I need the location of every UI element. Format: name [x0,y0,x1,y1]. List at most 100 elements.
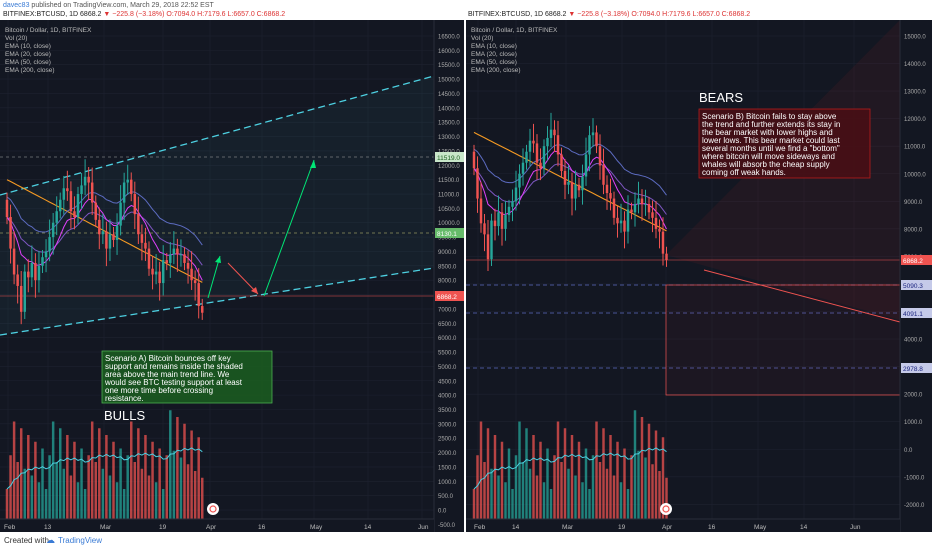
left-breakout-arrow[interactable] [263,159,315,297]
left-price-axis[interactable] [434,20,464,532]
candle-body[interactable] [591,132,595,136]
candle-body[interactable] [595,132,598,147]
left-chart-pane[interactable]: Scenario A) Bitcoin bounces off key supp… [0,20,464,532]
candle-body[interactable] [144,242,147,249]
candle-body[interactable] [62,188,66,200]
left-resistance-trendline[interactable] [0,75,435,196]
candle-body[interactable] [602,165,605,185]
candle-body[interactable] [126,179,129,183]
candle-body[interactable] [37,265,41,281]
candle-body[interactable] [158,271,161,284]
candle-body[interactable] [490,220,493,260]
candle-body[interactable] [525,151,528,163]
candle-body[interactable] [190,268,193,281]
candle-body[interactable] [34,262,37,281]
candle-body[interactable] [553,129,556,136]
candle-body[interactable] [66,188,69,192]
publisher-name[interactable]: davec83 [3,2,30,9]
candle-body[interactable] [637,198,640,205]
candle-body[interactable] [518,173,521,188]
candle-body[interactable] [588,135,591,155]
candle-body[interactable] [41,257,44,266]
left-scenario-box[interactable]: Scenario A) Bitcoin bounces off key supp… [101,350,273,404]
candle-body[interactable] [570,182,574,199]
candle-body[interactable] [623,220,626,232]
candle-body[interactable] [55,211,58,223]
candle-body[interactable] [612,198,616,218]
candle-body[interactable] [577,184,581,191]
candle-body[interactable] [476,168,479,199]
candle-body[interactable] [654,217,658,229]
candle-body[interactable] [172,248,176,255]
candle-body[interactable] [605,184,609,194]
candle-body[interactable] [651,212,654,218]
left-bounce-arrow[interactable] [207,255,221,299]
candle-body[interactable] [574,184,577,199]
candle-body[interactable] [504,215,507,229]
candle-body[interactable] [201,306,204,313]
candle-body[interactable] [500,212,504,229]
candle-body[interactable] [5,199,9,217]
candle-body[interactable] [147,248,151,269]
candle-body[interactable] [83,176,87,186]
candle-body[interactable] [542,146,546,169]
candle-body[interactable] [497,212,500,227]
left-support-trendline[interactable] [0,267,435,336]
candle-body[interactable] [30,262,34,278]
candle-body[interactable] [483,223,486,235]
right-replay-icon[interactable] [660,503,672,515]
candle-body[interactable] [183,254,186,263]
candle-body[interactable] [176,248,179,255]
candle-body[interactable] [197,283,200,307]
candle-body[interactable] [122,182,126,203]
candle-body[interactable] [532,140,535,144]
candle-body[interactable] [521,162,525,174]
candle-body[interactable] [514,187,518,202]
candle-body[interactable] [87,176,90,183]
candle-body[interactable] [130,179,133,195]
right-price-axis[interactable] [900,20,932,532]
candle-body[interactable] [486,234,490,260]
candle-body[interactable] [658,228,661,232]
candle-body[interactable] [105,231,108,249]
tradingview-brand[interactable]: TradingView [58,536,103,545]
candle-body[interactable] [598,146,602,166]
candle-body[interactable] [644,204,647,206]
left-time-axis[interactable] [0,519,434,532]
candle-body[interactable] [76,194,80,217]
candle-body[interactable] [563,170,567,185]
candle-body[interactable] [9,216,12,249]
candle-body[interactable] [154,271,158,275]
candle-body[interactable] [108,234,112,249]
candle-body[interactable] [630,209,633,213]
candle-body[interactable] [23,271,26,312]
candle-body[interactable] [665,253,668,261]
candle-body[interactable] [151,268,154,275]
candle-body[interactable] [549,129,553,138]
candle-body[interactable] [112,234,115,240]
candle-body[interactable] [98,219,101,235]
candle-body[interactable] [115,225,119,240]
candle-body[interactable] [44,251,48,258]
candle-body[interactable] [507,206,511,216]
candle-body[interactable] [560,154,563,171]
candle-body[interactable] [165,260,168,263]
candle-body[interactable] [626,209,630,232]
right-bottom-zone[interactable] [665,284,901,396]
candle-body[interactable] [609,193,612,199]
candle-body[interactable] [69,191,73,212]
candle-body[interactable] [616,217,619,224]
candle-body[interactable] [479,198,483,224]
left-chart-svg[interactable]: Scenario A) Bitcoin bounces off key supp… [0,20,464,532]
candle-body[interactable] [511,201,514,207]
left-replay-icon[interactable] [207,503,219,515]
candle-body[interactable] [27,271,30,278]
left-retest-arrow[interactable] [227,262,259,295]
candle-body[interactable] [539,162,542,169]
candle-body[interactable] [546,137,549,147]
candle-body[interactable] [556,135,560,155]
candle-body[interactable] [567,182,570,185]
candle-body[interactable] [140,234,144,243]
candle-body[interactable] [193,280,197,284]
candle-body[interactable] [472,151,476,169]
